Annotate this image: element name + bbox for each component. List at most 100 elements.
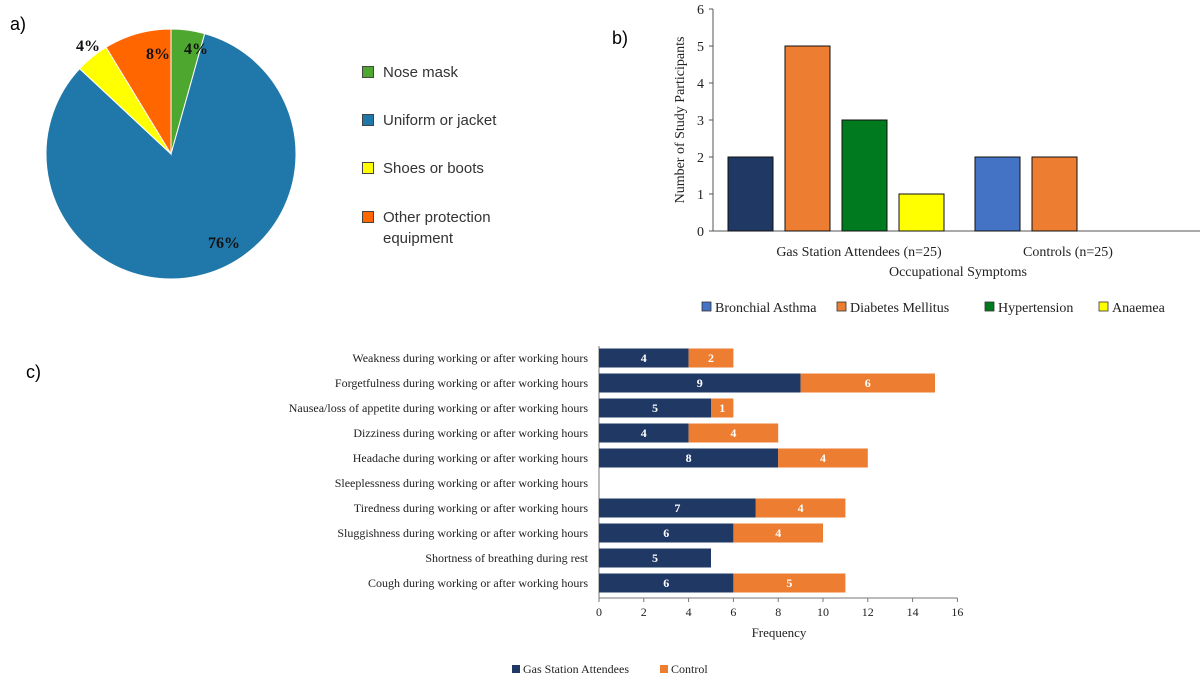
legend-label: Nose mask <box>383 62 458 83</box>
category-label: Weakness during working or after working… <box>352 351 588 365</box>
y-tick-label: 0 <box>697 225 704 240</box>
bar-value-label: 6 <box>663 576 669 590</box>
y-tick-label: 2 <box>697 151 704 166</box>
bar-segment <box>599 373 801 393</box>
legend-label-line: equipment <box>383 230 454 247</box>
bar-value-label: 2 <box>708 351 714 365</box>
bar-value-label: 1 <box>719 401 725 415</box>
legend-label-line: Shoes or boots <box>383 160 484 177</box>
legend-swatch <box>836 301 847 312</box>
y-axis-title: Number of Study Participants <box>673 37 688 204</box>
legend-label: Diabetes Mellitus <box>850 301 949 316</box>
bar-value-label: 4 <box>798 501 804 515</box>
bar-segment <box>599 448 779 468</box>
x-tick-label: 4 <box>686 605 692 619</box>
x-tick-label: 12 <box>862 605 874 619</box>
legend-label: Shoes or boots <box>383 158 484 179</box>
bar-value-label: 5 <box>652 551 658 565</box>
bar <box>841 119 888 232</box>
x-tick-label: 2 <box>641 605 647 619</box>
category-label: Tiredness during working or after workin… <box>354 501 589 515</box>
bar-value-label: 4 <box>730 426 736 440</box>
x-tick-label: Gas Station Attendees (n=25) <box>776 245 942 260</box>
x-tick-label: 6 <box>730 605 736 619</box>
legend-swatch <box>362 66 374 78</box>
x-axis-title: Occupational Symptoms <box>889 265 1027 280</box>
bar-segment <box>599 573 734 593</box>
pie-chart: 4% 76% 4% 8% <box>45 28 297 280</box>
bar-value-label: 6 <box>865 376 871 390</box>
x-axis-title: Frequency <box>752 625 807 640</box>
x-tick-label: 16 <box>951 605 963 619</box>
bar-value-label: 8 <box>686 451 692 465</box>
y-tick-label: 5 <box>697 40 704 55</box>
category-label: Nausea/loss of appetite during working o… <box>289 401 589 415</box>
bar <box>784 45 831 232</box>
legend-label-line: Uniform or jacket <box>383 112 497 129</box>
y-tick-label: 4 <box>697 77 704 92</box>
pie-legend-item: Uniform or jacket <box>362 110 496 131</box>
legend-label: Hypertension <box>998 301 1073 316</box>
bar-segment <box>778 448 868 468</box>
bar-segment <box>733 573 846 593</box>
x-tick-label: 14 <box>907 605 919 619</box>
legend-label: Bronchial Asthma <box>715 301 817 316</box>
bar-segment <box>599 348 689 368</box>
bar-value-label: 4 <box>775 526 781 540</box>
x-tick-label: 0 <box>596 605 602 619</box>
bar <box>1031 156 1078 232</box>
bar-value-label: 5 <box>786 576 792 590</box>
pie-data-label: 4% <box>76 38 100 55</box>
category-label: Sleeplessness during working or after wo… <box>335 476 589 490</box>
bar-segment <box>599 498 756 518</box>
bar <box>898 193 945 232</box>
pie-data-label: 76% <box>208 235 240 252</box>
bar-value-label: 4 <box>641 351 647 365</box>
legend-label-line: Nose mask <box>383 64 459 81</box>
bar-value-label: 4 <box>641 426 647 440</box>
panel-label-c: c) <box>26 362 41 382</box>
x-tick-label: Controls (n=25) <box>1023 245 1113 260</box>
bar-value-label: 7 <box>674 501 680 515</box>
bar-value-label: 9 <box>697 376 703 390</box>
category-label: Dizziness during working or after workin… <box>353 426 588 440</box>
pie-legend-item: Nose mask <box>362 62 458 83</box>
x-tick-label: 8 <box>775 605 781 619</box>
bar-segment <box>755 498 846 518</box>
legend-swatch <box>984 301 995 312</box>
y-tick-label: 1 <box>697 188 704 203</box>
bar-segment <box>599 523 734 543</box>
category-label: Shortness of breathing during rest <box>425 551 588 565</box>
y-tick-label: 6 <box>697 3 704 18</box>
panel-label-b: b) <box>612 28 629 48</box>
bar-segment <box>711 398 734 418</box>
bar-value-label: 6 <box>663 526 669 540</box>
bar-segment <box>733 523 823 543</box>
legend-swatch <box>362 162 374 174</box>
category-label: Headache during working or after working… <box>353 451 589 465</box>
bar-segment <box>800 373 935 393</box>
category-label: Forgetfulness during working or after wo… <box>335 376 588 390</box>
y-tick-label: 3 <box>697 114 704 129</box>
legend-swatch <box>660 665 668 673</box>
bar-value-label: 4 <box>820 451 826 465</box>
bar <box>727 156 774 232</box>
bar-segment <box>599 423 689 443</box>
stacked-bar-chart: Weakness during working or after working… <box>289 346 963 676</box>
legend-label: Gas Station Attendees <box>523 662 629 676</box>
bar-segment <box>688 423 779 443</box>
legend-swatch <box>1098 301 1109 312</box>
legend-label: Control <box>671 662 708 676</box>
pie-data-label: 4% <box>184 41 208 58</box>
legend-label: Anaemea <box>1112 301 1166 316</box>
bar-segment <box>599 548 711 568</box>
bar-segment <box>688 348 734 368</box>
legend-label-line: Other protection <box>383 209 491 226</box>
panel-label-a: a) <box>10 14 27 34</box>
pie-data-label: 8% <box>146 46 170 63</box>
bar <box>974 156 1021 232</box>
legend-swatch <box>701 301 712 312</box>
bar-segment <box>599 398 711 418</box>
pie-slice <box>105 28 172 156</box>
bar-value-label: 5 <box>652 401 658 415</box>
